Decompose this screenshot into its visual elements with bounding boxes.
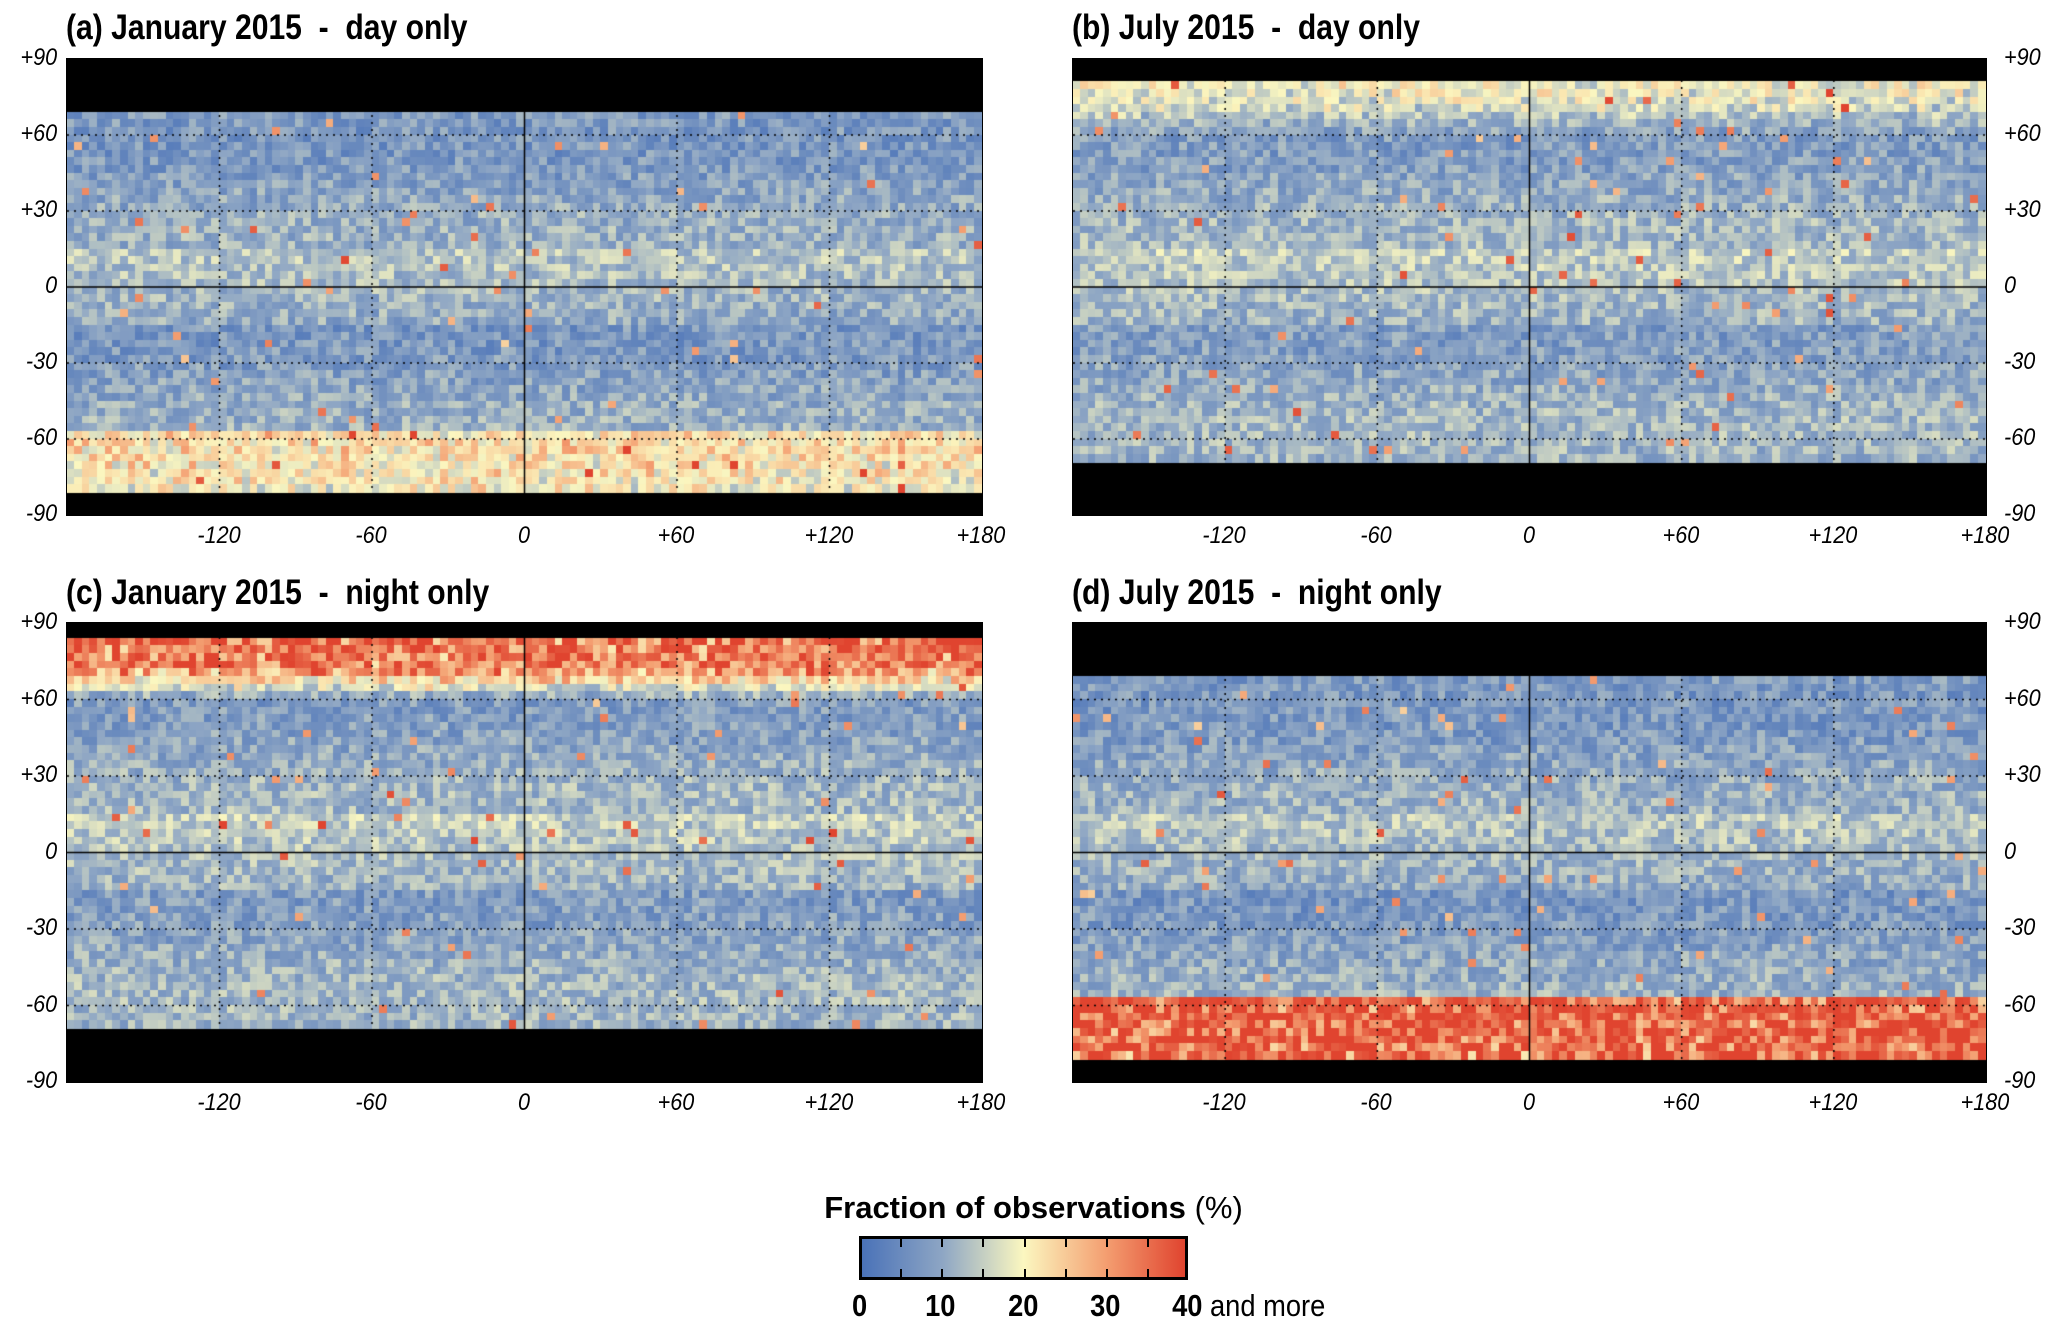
x-tick-label: +120 [804, 522, 853, 549]
x-tick-label: +180 [1960, 1089, 2010, 1116]
y-tick-label: -30 [2004, 348, 2036, 375]
x-tick-label: 0 [1522, 1089, 1535, 1116]
panel-c-map [66, 622, 983, 1083]
y-tick-label: -30 [25, 348, 58, 375]
colorbar-tick-label: 20 [1007, 1288, 1038, 1323]
panel-a-title: (a) January 2015 - day only [66, 8, 468, 47]
x-tick-label: -60 [355, 522, 387, 549]
y-tick-label: -60 [25, 424, 58, 451]
y-tick-label: +90 [2004, 44, 2041, 71]
panel-b-map [1072, 58, 1987, 516]
y-tick-label: +90 [2004, 608, 2041, 635]
y-tick-label: 0 [45, 837, 58, 865]
y-tick-label: +90 [20, 608, 58, 635]
y-tick-label: -60 [2004, 990, 2036, 1018]
panel-a-map [66, 58, 983, 516]
x-tick-label: +180 [956, 522, 1006, 549]
y-tick-label: +30 [2004, 196, 2041, 223]
y-tick-label: -30 [25, 914, 58, 941]
y-tick-label: +60 [20, 120, 58, 147]
x-tick-label: -120 [1202, 522, 1246, 549]
colorbar-tick-mark [900, 1269, 903, 1277]
colorbar-tick-mark [982, 1239, 985, 1247]
x-tick-label: 0 [517, 522, 530, 549]
y-tick-label: 0 [2004, 272, 2017, 299]
y-tick-label: +30 [20, 761, 58, 788]
x-tick-label: +180 [1960, 522, 2010, 549]
y-tick-label: +60 [2004, 684, 2041, 712]
panel-a-heatmap [67, 59, 982, 515]
y-tick-label: 0 [45, 272, 58, 299]
x-tick-label: -60 [1360, 522, 1392, 549]
panel-b-title: (b) July 2015 - day only [1072, 8, 1420, 47]
x-tick-label: +120 [1808, 522, 1858, 549]
y-tick-label: -30 [2004, 914, 2036, 941]
panel-d-map [1072, 622, 1987, 1083]
x-tick-label: +180 [956, 1089, 1006, 1116]
colorbar-unit: (%) [1194, 1190, 1243, 1225]
colorbar-tick-label: 30 [1089, 1288, 1121, 1323]
x-tick-label: +60 [657, 522, 695, 549]
colorbar-title-text: Fraction of observations [824, 1190, 1186, 1225]
x-tick-label: +60 [1662, 1089, 1699, 1116]
colorbar-max-suffix: and more [1210, 1288, 1326, 1323]
colorbar-tick-mark [1023, 1269, 1026, 1277]
colorbar-tick-mark [1105, 1269, 1108, 1277]
panel-c-title: (c) January 2015 - night only [66, 573, 490, 612]
colorbar-tick-label: 0 [852, 1288, 868, 1323]
colorbar-tick-mark [941, 1269, 944, 1277]
panel-d-heatmap [1073, 623, 1986, 1082]
x-tick-label: -60 [355, 1089, 387, 1116]
y-tick-label: +30 [2004, 761, 2041, 788]
panel-c-heatmap [67, 623, 982, 1082]
x-tick-label: +120 [804, 1089, 853, 1116]
colorbar-tick-mark [1105, 1239, 1108, 1247]
x-tick-label: +60 [1662, 522, 1699, 549]
colorbar-tick-mark [1146, 1269, 1149, 1277]
x-tick-label: 0 [1522, 522, 1535, 549]
colorbar-tick-label: 40 [1172, 1288, 1203, 1323]
x-tick-label: -60 [1360, 1089, 1392, 1116]
x-tick-label: -120 [196, 1089, 241, 1116]
y-tick-label: +90 [20, 44, 58, 71]
y-tick-label: -90 [2004, 500, 2036, 527]
x-tick-label: +120 [1808, 1089, 1858, 1116]
colorbar-tick-mark [982, 1269, 985, 1277]
panel-b-heatmap [1073, 59, 1986, 515]
colorbar-tick-mark [1023, 1239, 1026, 1247]
y-tick-label: +60 [20, 684, 58, 712]
y-tick-label: -90 [25, 1067, 58, 1094]
colorbar-tick-mark [941, 1239, 944, 1247]
colorbar-tick-mark [1064, 1239, 1067, 1247]
panel-d-title: (d) July 2015 - night only [1072, 573, 1442, 612]
y-tick-label: +30 [20, 196, 58, 223]
x-tick-label: -120 [196, 522, 241, 549]
x-tick-label: -120 [1202, 1089, 1246, 1116]
x-tick-label: 0 [517, 1089, 530, 1116]
y-tick-label: -60 [25, 990, 58, 1018]
x-tick-label: +60 [657, 1089, 695, 1116]
y-tick-label: -90 [25, 500, 58, 527]
y-tick-label: -90 [2004, 1067, 2036, 1094]
colorbar-tick-mark [1146, 1239, 1149, 1247]
colorbar-title: Fraction of observations (%) [0, 1190, 2067, 1226]
colorbar-tick-mark [1064, 1269, 1067, 1277]
y-tick-label: 0 [2004, 837, 2017, 865]
colorbar-tick-mark [900, 1239, 903, 1247]
y-tick-label: +60 [2004, 120, 2041, 147]
y-tick-label: -60 [2004, 424, 2036, 451]
colorbar-tick-label: 10 [925, 1288, 956, 1323]
